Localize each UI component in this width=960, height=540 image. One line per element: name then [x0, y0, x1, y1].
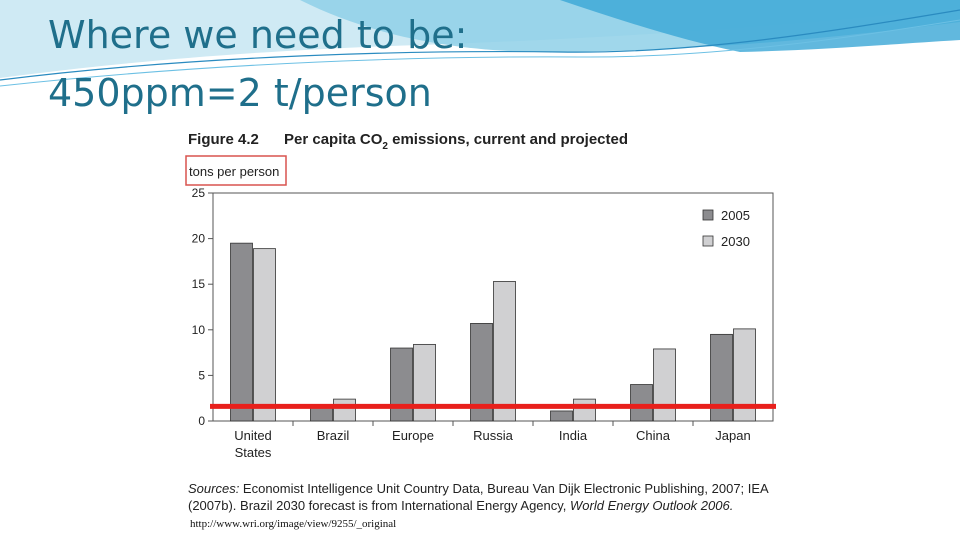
bar-chart: Figure 4.2 Per capita CO2 emissions, cur… — [185, 131, 776, 460]
slide-title-line-2: 450ppm=2 t/person — [48, 71, 432, 115]
y-tick-label: 15 — [192, 277, 206, 291]
bar-2005 — [550, 410, 573, 422]
bar-2005 — [630, 384, 653, 422]
bar-2030 — [493, 281, 516, 422]
plot-frame — [212, 192, 774, 422]
legend-label-2030: 2030 — [721, 234, 750, 249]
x-tick-label: Russia — [473, 428, 514, 443]
bar-2005 — [390, 347, 413, 422]
x-tick-label: India — [559, 428, 588, 443]
x-tick-label: States — [235, 445, 272, 460]
x-tick-label: China — [636, 428, 671, 443]
y-tick-label: 20 — [192, 232, 206, 246]
bar-2030 — [253, 248, 276, 422]
figure-sources-note: Sources: Economist Intelligence Unit Cou… — [188, 480, 778, 514]
source-url[interactable]: http://www.wri.org/image/view/9255/_orig… — [190, 518, 397, 530]
header-swoosh-decoration — [0, 0, 960, 87]
y-tick-label: 10 — [192, 323, 206, 337]
x-tick-label: Europe — [392, 428, 434, 443]
figure-title: Per capita CO2 emissions, current and pr… — [284, 131, 628, 152]
y-axis-unit-label: tons per person — [189, 164, 279, 179]
figure-title-subscript: 2 — [382, 141, 388, 152]
y-tick-label: 0 — [198, 414, 205, 428]
sources-lead: Sources: — [188, 481, 240, 496]
x-tick-label: Brazil — [317, 428, 350, 443]
sources-text: Economist Intelligence Unit Country Data… — [188, 481, 769, 513]
bar-2005 — [230, 242, 253, 422]
bar-2030 — [653, 348, 676, 422]
figure-label: Figure 4.2 — [188, 131, 259, 148]
bar-2005 — [470, 323, 493, 422]
figure-title-main: Per capita CO — [284, 131, 383, 148]
unit-label-box — [185, 155, 287, 186]
plot-area: 0 5 10 15 20 25 United States Brazil Europe Russia… — [192, 186, 776, 460]
figure-panel: Figure 4.2 Per capita CO2 emissions, cur… — [180, 114, 782, 534]
x-tick-label: Japan — [715, 428, 750, 443]
bar-2030 — [733, 328, 756, 422]
figure-title-rest: emissions, current and projected — [388, 131, 628, 148]
bar-2030 — [413, 343, 436, 422]
legend-swatch-2030 — [702, 235, 714, 247]
legend-label-2005: 2005 — [721, 208, 750, 223]
bar-2005 — [710, 333, 733, 422]
slide-title-line-1: Where we need to be: — [48, 13, 468, 57]
bar-2030 — [333, 398, 356, 422]
y-tick-label: 5 — [198, 368, 205, 382]
bar-2030 — [573, 398, 596, 422]
x-tick-label: United — [234, 428, 272, 443]
y-tick-label: 25 — [192, 186, 206, 200]
legend-swatch-2005 — [702, 209, 714, 221]
sources-italic: World Energy Outlook 2006. — [570, 498, 734, 513]
